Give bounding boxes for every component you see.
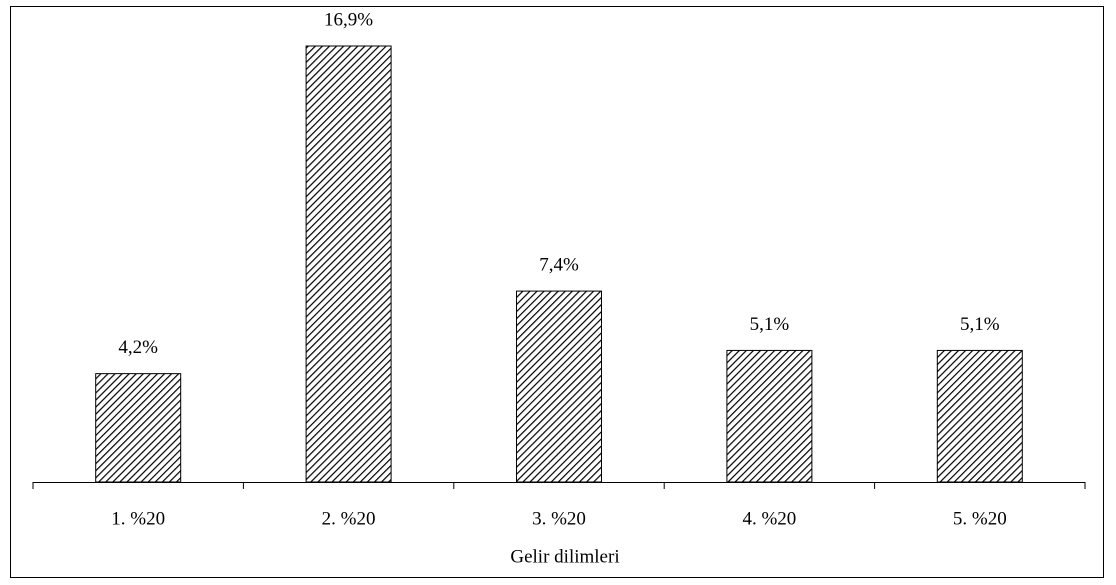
bar bbox=[726, 349, 813, 483]
value-label: 16,9% bbox=[324, 9, 373, 30]
value-label: 7,4% bbox=[539, 254, 579, 275]
value-label: 4,2% bbox=[118, 337, 158, 358]
x-tick-label: 1. %20 bbox=[111, 508, 165, 529]
bar bbox=[95, 373, 182, 483]
x-tick-label: 4. %20 bbox=[742, 508, 796, 529]
bar bbox=[516, 290, 602, 483]
x-tick-label: 5. %20 bbox=[953, 508, 1007, 529]
x-tick-label: 3. %20 bbox=[532, 508, 586, 529]
value-label: 5,1% bbox=[960, 314, 1000, 335]
bar bbox=[936, 349, 1023, 483]
x-axis-label: Gelir dilimleri bbox=[510, 546, 619, 567]
value-label: 5,1% bbox=[750, 314, 790, 335]
x-tick-label: 2. %20 bbox=[322, 508, 376, 529]
bar bbox=[305, 45, 392, 483]
